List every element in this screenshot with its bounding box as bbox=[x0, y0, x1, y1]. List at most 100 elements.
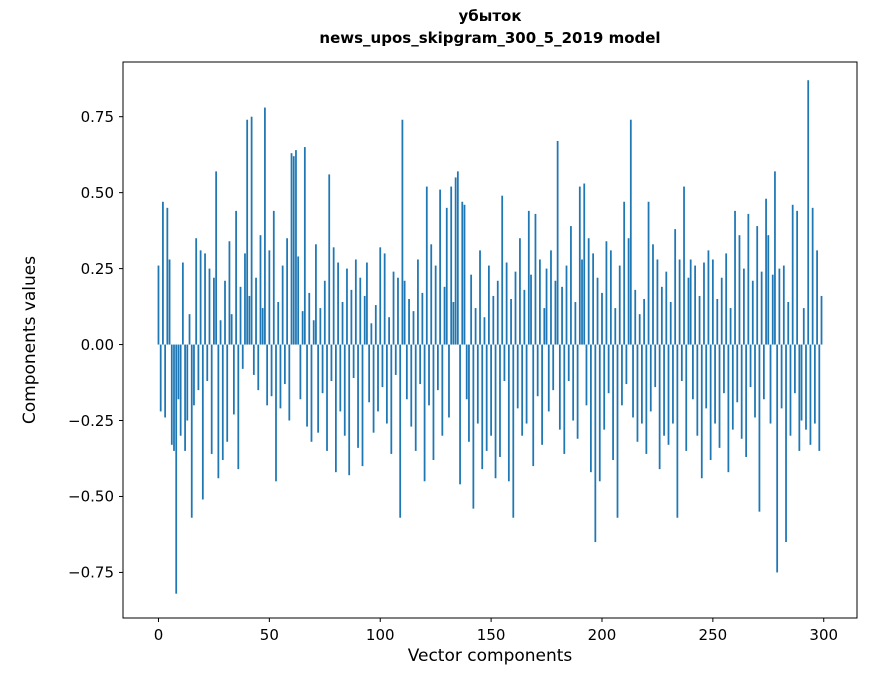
bar bbox=[368, 344, 371, 403]
bar bbox=[250, 116, 253, 345]
bar bbox=[483, 317, 486, 345]
bar bbox=[197, 344, 200, 391]
bar bbox=[789, 344, 792, 436]
bar bbox=[255, 277, 257, 345]
bar bbox=[811, 207, 814, 345]
x-tick-label: 250 bbox=[699, 626, 728, 644]
bar bbox=[543, 308, 546, 345]
bar bbox=[798, 344, 801, 451]
bar bbox=[807, 80, 810, 345]
bar bbox=[714, 344, 716, 424]
bar bbox=[614, 308, 617, 345]
bar bbox=[401, 119, 404, 345]
bar bbox=[567, 344, 570, 382]
bar bbox=[292, 156, 295, 345]
bar bbox=[272, 210, 275, 345]
bar bbox=[437, 344, 439, 391]
bar bbox=[408, 298, 410, 345]
bar bbox=[235, 210, 237, 345]
x-tick-label: 50 bbox=[260, 626, 279, 644]
bar bbox=[634, 289, 637, 345]
ticks-group bbox=[119, 116, 825, 622]
bar bbox=[700, 344, 703, 479]
bar bbox=[654, 344, 657, 388]
bar bbox=[731, 344, 734, 430]
bar bbox=[709, 344, 712, 461]
bar bbox=[230, 314, 233, 345]
bar bbox=[410, 344, 413, 427]
bar bbox=[352, 344, 355, 378]
bar bbox=[820, 295, 823, 345]
bar bbox=[558, 344, 561, 430]
axes-box bbox=[122, 61, 858, 619]
x-axis-label: Vector components bbox=[407, 646, 573, 666]
bar bbox=[800, 344, 803, 421]
bar bbox=[794, 344, 796, 394]
bar bbox=[270, 344, 273, 397]
bar bbox=[366, 262, 368, 345]
bar bbox=[399, 344, 402, 518]
bar bbox=[665, 271, 668, 345]
bar bbox=[532, 344, 535, 467]
bar bbox=[703, 262, 705, 345]
bar bbox=[554, 280, 557, 345]
bar bbox=[816, 250, 818, 345]
bar bbox=[383, 253, 386, 345]
bar bbox=[756, 226, 759, 345]
bar bbox=[769, 344, 772, 424]
y-tick-label: −0.50 bbox=[68, 488, 114, 506]
bar bbox=[434, 265, 437, 345]
bar bbox=[501, 195, 504, 345]
bar bbox=[261, 308, 264, 345]
bar bbox=[572, 344, 575, 421]
bar bbox=[361, 344, 364, 467]
bar bbox=[348, 344, 351, 476]
bar bbox=[228, 241, 231, 345]
bar bbox=[306, 344, 308, 427]
bar bbox=[751, 280, 754, 345]
bar bbox=[323, 280, 326, 345]
bar bbox=[157, 265, 160, 345]
bar bbox=[219, 320, 222, 345]
bar bbox=[215, 171, 218, 345]
bar bbox=[173, 344, 175, 451]
bar bbox=[241, 344, 244, 369]
bar bbox=[565, 265, 568, 345]
bar bbox=[545, 268, 548, 345]
bar bbox=[297, 256, 300, 345]
bar bbox=[405, 344, 408, 400]
bar bbox=[760, 271, 763, 345]
bar bbox=[530, 274, 532, 345]
bar bbox=[370, 323, 373, 345]
bar bbox=[335, 344, 337, 473]
bar bbox=[354, 259, 357, 345]
bar bbox=[403, 280, 406, 345]
bar bbox=[618, 265, 621, 345]
chart-title-line2: news_upos_skipgram_300_5_2019 model bbox=[319, 29, 661, 47]
bar bbox=[583, 183, 586, 345]
bar bbox=[563, 344, 566, 454]
bar bbox=[332, 247, 335, 345]
bar bbox=[603, 344, 606, 430]
y-tick-label: −0.75 bbox=[68, 564, 114, 582]
chart-title-line1: убыток bbox=[458, 7, 522, 25]
bar bbox=[776, 344, 779, 573]
bar bbox=[629, 119, 632, 345]
bar bbox=[596, 277, 599, 345]
bar bbox=[188, 314, 191, 345]
bar bbox=[445, 207, 448, 345]
bar bbox=[337, 262, 339, 345]
bar bbox=[419, 344, 422, 385]
bar bbox=[343, 344, 346, 436]
bar bbox=[570, 226, 572, 345]
bar bbox=[692, 344, 694, 400]
bar bbox=[328, 174, 331, 345]
bar bbox=[725, 253, 728, 345]
y-axis-label: Components values bbox=[20, 255, 40, 425]
bar bbox=[678, 259, 681, 345]
bar bbox=[441, 344, 444, 436]
bar bbox=[319, 308, 322, 345]
bar bbox=[787, 302, 790, 345]
bar bbox=[257, 344, 260, 391]
